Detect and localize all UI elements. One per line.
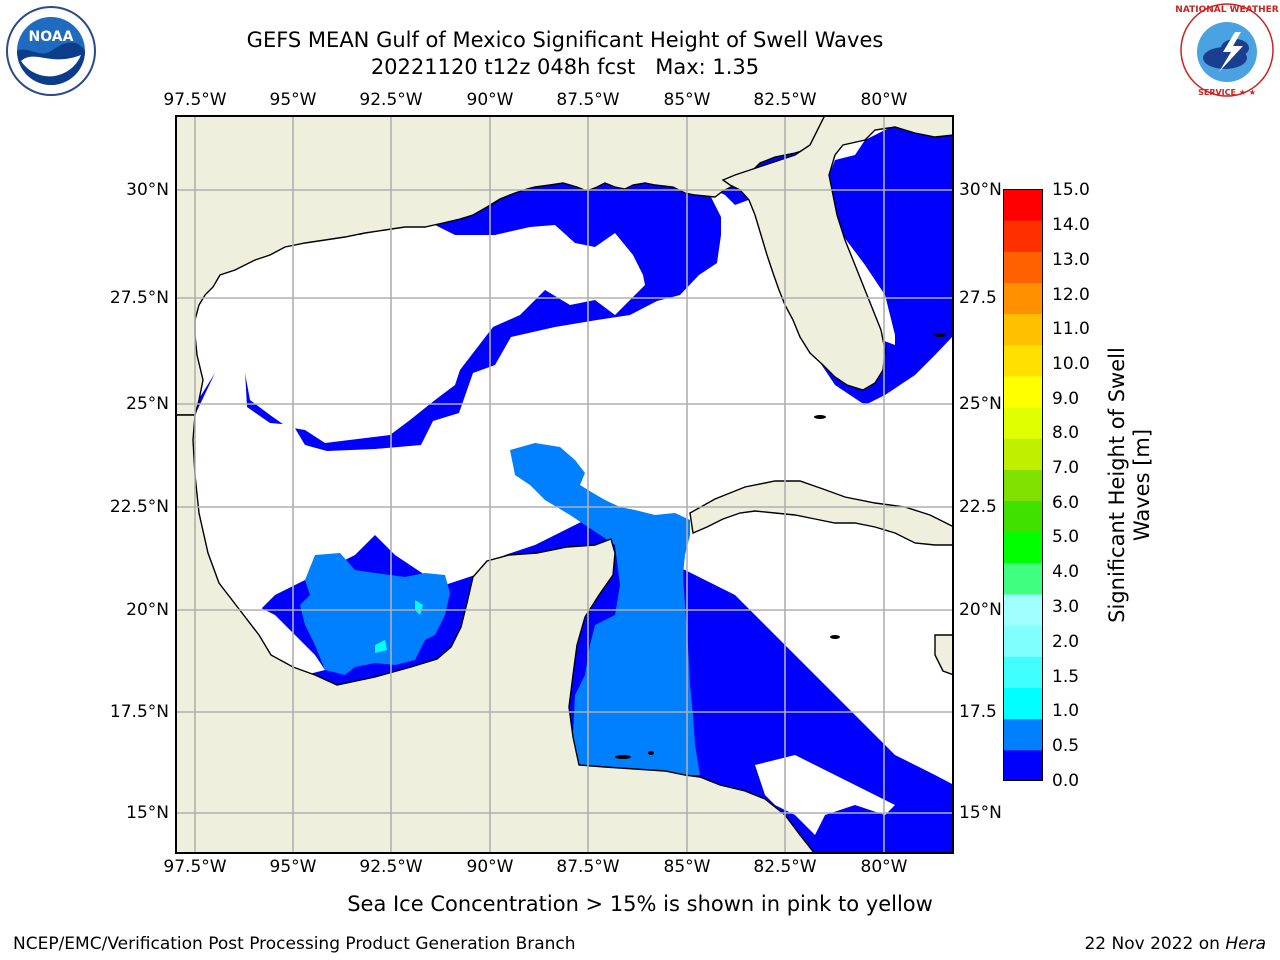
run-date: 22 Nov 2022 on Hera [1084,934,1266,954]
lat-label-right: 30°N [959,180,1002,200]
colorbar-band [1003,718,1043,751]
lat-label-left: 25°N [126,394,169,414]
lat-label-left: 20°N [126,600,169,620]
colorbar-band [1003,562,1043,595]
lon-label-top: 95°W [269,90,317,110]
colorbar-tick: 1.0 [1052,701,1080,721]
colorbar-title: Significant Height of Swell Waves [m] [1105,347,1154,623]
colorbar-tick: 3.0 [1052,597,1080,617]
colorbar-tick: 15.0 [1052,180,1090,200]
lon-label-top: 90°W [466,90,514,110]
nws-logo: NATIONAL WEATHER SERVICE ★ ★ [1175,3,1279,97]
colorbar-band [1003,282,1043,315]
lat-label-right: 17.5 [959,702,997,722]
lon-label-bottom: 87.5°W [556,857,620,877]
lon-label-bottom: 92.5°W [359,857,423,877]
chart-subtitle: 20221120 t12z 048h fcst Max: 1.35 [370,55,760,79]
lat-label-left: 15°N [126,803,169,823]
colorbar-band [1003,594,1043,626]
colorbar-band [1003,438,1043,470]
map-frame [175,115,954,854]
colorbar-band [1003,189,1043,221]
colorbar-tick: 0.5 [1052,736,1080,756]
lon-label-bottom: 97.5°W [163,857,227,877]
lat-label-right: 22.5 [959,497,997,517]
lat-label-right: 27.5 [959,288,997,308]
sea-ice-note: Sea Ice Concentration > 15% is shown in … [347,892,933,916]
colorbar-tick: 10.0 [1052,354,1090,374]
svg-text:NOAA: NOAA [29,29,74,45]
noaa-logo: NOAA [6,6,96,96]
lon-label-bottom: 90°W [466,857,514,877]
lat-label-right: 25°N [959,394,1002,414]
colorbar-band [1003,407,1043,439]
colorbar-band [1003,625,1043,657]
colorbar-tick: 5.0 [1052,527,1080,547]
lon-label-top: 87.5°W [556,90,620,110]
map-panel [175,115,954,854]
colorbar-tick: 2.0 [1052,632,1080,652]
lat-label-left: 30°N [126,180,169,200]
lon-label-top: 97.5°W [163,90,227,110]
colorbar-band [1003,687,1043,720]
lat-label-right: 20°N [959,600,1002,620]
credit-text: NCEP/EMC/Verification Post Processing Pr… [13,934,576,954]
colorbar-band [1003,220,1043,252]
colorbar-band [1003,749,1043,781]
colorbar [1003,189,1043,781]
colorbar-band [1003,375,1043,408]
lon-label-bottom: 85°W [663,857,711,877]
run-host: Hera [1225,934,1266,954]
colorbar-tick: 14.0 [1052,215,1090,235]
colorbar-band [1003,469,1043,502]
colorbar-frame [1003,189,1043,781]
lat-label-left: 22.5°N [109,497,169,517]
lon-label-bottom: 95°W [269,857,317,877]
colorbar-band [1003,500,1043,533]
colorbar-band [1003,313,1043,346]
colorbar-band [1003,344,1043,377]
graticule [175,115,954,854]
lon-label-top: 80°W [860,90,908,110]
colorbar-tick: 9.0 [1052,389,1080,409]
colorbar-tick: 13.0 [1052,250,1090,270]
colorbar-tick: 7.0 [1052,458,1080,478]
lat-label-left: 27.5°N [109,288,169,308]
colorbar-band [1003,531,1043,564]
colorbar-band [1003,251,1043,283]
colorbar-tick: 8.0 [1052,423,1080,443]
colorbar-tick: 4.0 [1052,562,1080,582]
lon-label-bottom: 80°W [860,857,908,877]
colorbar-band [1003,656,1043,689]
svg-text:SERVICE ★ ★: SERVICE ★ ★ [1198,88,1256,97]
lon-label-top: 82.5°W [753,90,817,110]
lon-label-top: 92.5°W [359,90,423,110]
lon-label-bottom: 82.5°W [753,857,817,877]
colorbar-tick: 11.0 [1052,319,1090,339]
lat-label-left: 17.5°N [109,702,169,722]
chart-title: GEFS MEAN Gulf of Mexico Significant Hei… [246,28,884,52]
svg-text:NATIONAL WEATHER: NATIONAL WEATHER [1175,5,1278,15]
lon-label-top: 85°W [663,90,711,110]
run-date-text: 22 Nov 2022 on [1084,934,1220,954]
colorbar-tick: 6.0 [1052,493,1080,513]
colorbar-tick: 0.0 [1052,771,1080,791]
colorbar-tick: 1.5 [1052,667,1080,687]
colorbar-tick: 12.0 [1052,285,1090,305]
lat-label-right: 15°N [959,803,1002,823]
